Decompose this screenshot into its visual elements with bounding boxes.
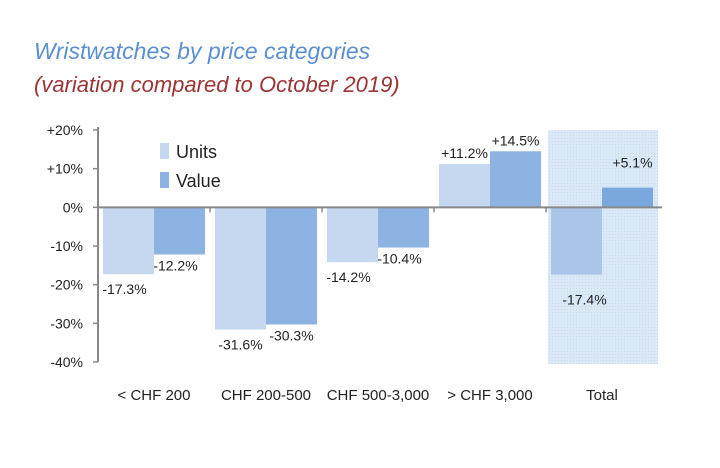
data-label-value-0: -12.2% <box>153 258 197 274</box>
y-tick-label-4: -20% <box>50 277 83 293</box>
legend-swatch-value <box>160 172 169 188</box>
y-tick-label-0: +20% <box>47 122 83 138</box>
data-label-value-3: +14.5% <box>492 132 540 148</box>
bar-value-0 <box>154 207 205 255</box>
x-tick-label-1: CHF 200-500 <box>221 387 311 404</box>
legend-swatch-units <box>160 143 169 159</box>
bar-units-2 <box>327 207 378 263</box>
data-label-value-4: +5.1% <box>612 155 652 171</box>
bar-units-3 <box>439 164 490 208</box>
y-tick-label-1: +10% <box>47 161 83 177</box>
x-tick-label-4: Total <box>586 387 618 404</box>
x-tick-label-2: CHF 500-3,000 <box>327 387 430 404</box>
x-tick-label-0: < CHF 200 <box>118 387 191 404</box>
bar-units-4 <box>551 207 602 275</box>
data-label-value-1: -30.3% <box>269 327 313 343</box>
y-tick-label-3: -10% <box>50 238 83 254</box>
y-tick-label-2: 0% <box>63 199 83 215</box>
data-label-units-3: +11.2% <box>441 145 488 161</box>
bar-units-1 <box>215 207 266 330</box>
chart-title: Wristwatches by price categories <box>34 38 371 64</box>
bar-value-1 <box>266 207 317 325</box>
data-label-units-2: -14.2% <box>326 269 370 285</box>
chart-subtitle: (variation compared to October 2019) <box>34 72 400 97</box>
bar-units-0 <box>103 207 154 275</box>
legend-label-value: Value <box>176 171 221 191</box>
legend-label-units: Units <box>176 142 217 162</box>
bar-value-2 <box>378 207 429 248</box>
data-label-units-0: -17.3% <box>102 281 146 297</box>
bar-value-3 <box>490 151 541 208</box>
x-tick-label-3: > CHF 3,000 <box>447 387 532 404</box>
data-label-units-1: -31.6% <box>218 337 262 353</box>
bar-value-4 <box>602 187 653 208</box>
y-tick-label-5: -30% <box>50 315 83 331</box>
data-label-units-4: -17.4% <box>562 292 606 308</box>
data-label-value-2: -10.4% <box>377 251 421 267</box>
y-tick-label-6: -40% <box>50 354 83 370</box>
